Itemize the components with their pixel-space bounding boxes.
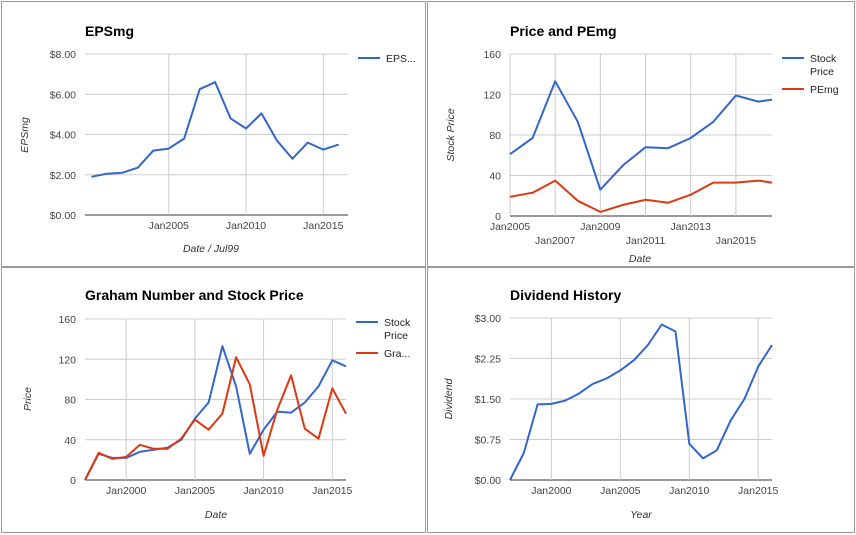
y-tick-label: 160: [483, 49, 501, 61]
y-tick-label: 160: [58, 314, 76, 326]
y-tick-label: $0.00: [475, 475, 501, 487]
y-tick-label: $4.00: [50, 130, 76, 142]
legend-label: Stock Price: [810, 53, 837, 78]
y-tick-label: $6.00: [50, 89, 76, 101]
x-tick-label: Jan2005: [175, 485, 215, 497]
y-tick-label: 120: [58, 354, 76, 366]
y-tick-label: 40: [489, 171, 501, 183]
y-tick-label: $8.00: [50, 49, 76, 61]
dividend-chart-panel: Dividend History $0.00 $0.75 $1.50 $2.25 $3.0…: [427, 267, 855, 533]
eps-chart-panel: EPSmg $0.00 $2.00 $4.00 $6.00 $8.00 Jan2005 Jan…: [1, 1, 426, 267]
x-axis-label: Date: [629, 253, 651, 265]
y-tick-label: 80: [64, 395, 76, 407]
legend-label: PEmg: [810, 84, 839, 96]
x-tick-label: Jan2005: [149, 220, 189, 232]
x-tick-label: Jan2005: [600, 485, 640, 497]
series-line-1: [509, 179, 773, 213]
x-axis-label: Date: [205, 509, 227, 521]
y-tick-label: $0.75: [475, 435, 501, 447]
x-axis-label: Year: [630, 509, 652, 521]
y-tick-label: $0.00: [50, 210, 76, 222]
x-tick-label: Jan2015: [303, 220, 343, 232]
dividend-chart: Dividend History $0.00 $0.75 $1.50 $2.25 $3.0…: [443, 287, 779, 521]
x-tick-label: Jan2007: [535, 235, 575, 247]
x-tick-label: Jan2005: [490, 221, 530, 233]
x-tick-label: Jan2015: [312, 485, 352, 497]
y-axis-label: Stock Price: [445, 108, 457, 161]
y-axis-label: EPSmg: [19, 117, 31, 153]
y-tick-label: $3.00: [475, 313, 501, 325]
x-tick-label: Jan2000: [106, 485, 146, 497]
x-tick-label: Jan2015: [716, 235, 756, 247]
chart-title: Dividend History: [510, 287, 621, 303]
chart-title: EPSmg: [85, 23, 134, 39]
x-tick-label: Jan2000: [531, 485, 571, 497]
y-tick-label: $2.00: [50, 170, 76, 182]
chart-title: Price and PEmg: [510, 23, 617, 39]
x-tick-label: Jan2009: [580, 221, 620, 233]
price-pe-chart: Price and PEmg 0 40 80 120 160 Jan2005 Jan2007 J…: [445, 23, 839, 265]
y-axis-label: Dividend: [443, 377, 455, 419]
x-tick-label: Jan2011: [626, 235, 666, 247]
x-axis-label: Date / Jul99: [183, 243, 239, 255]
graham-chart-panel: Graham Number and Stock Price 0 40 80 120 160…: [1, 267, 426, 533]
y-tick-label: 40: [64, 435, 76, 447]
legend-label: Gra...: [384, 348, 410, 360]
y-tick-label: $1.50: [475, 394, 501, 406]
series-line-1: [84, 356, 347, 481]
x-tick-label: Jan2010: [243, 485, 283, 497]
series-line-0: [84, 345, 347, 481]
y-tick-label: 80: [489, 130, 501, 142]
y-tick-label: 0: [495, 211, 501, 223]
price-pe-chart-panel: Price and PEmg 0 40 80 120 160 Jan2005 Jan2007 J…: [427, 1, 855, 267]
series-line-0: [509, 80, 773, 191]
x-tick-label: Jan2010: [669, 485, 709, 497]
legend-label: Stock Price: [384, 317, 411, 342]
eps-chart: EPSmg $0.00 $2.00 $4.00 $6.00 $8.00 Jan2005 Jan…: [19, 23, 416, 255]
legend-label: EPS...: [386, 53, 416, 65]
y-tick-label: 120: [483, 90, 501, 102]
y-axis-label: Price: [22, 387, 34, 411]
graham-chart: Graham Number and Stock Price 0 40 80 120 160…: [22, 287, 411, 521]
x-tick-label: Jan2015: [738, 485, 778, 497]
chart-title: Graham Number and Stock Price: [85, 287, 304, 303]
series-line-0: [509, 323, 773, 481]
x-tick-label: Jan2013: [671, 221, 711, 233]
y-tick-label: 0: [70, 475, 76, 487]
series-line-0: [91, 81, 340, 178]
x-tick-label: Jan2010: [226, 220, 266, 232]
y-tick-label: $2.25: [475, 354, 501, 366]
